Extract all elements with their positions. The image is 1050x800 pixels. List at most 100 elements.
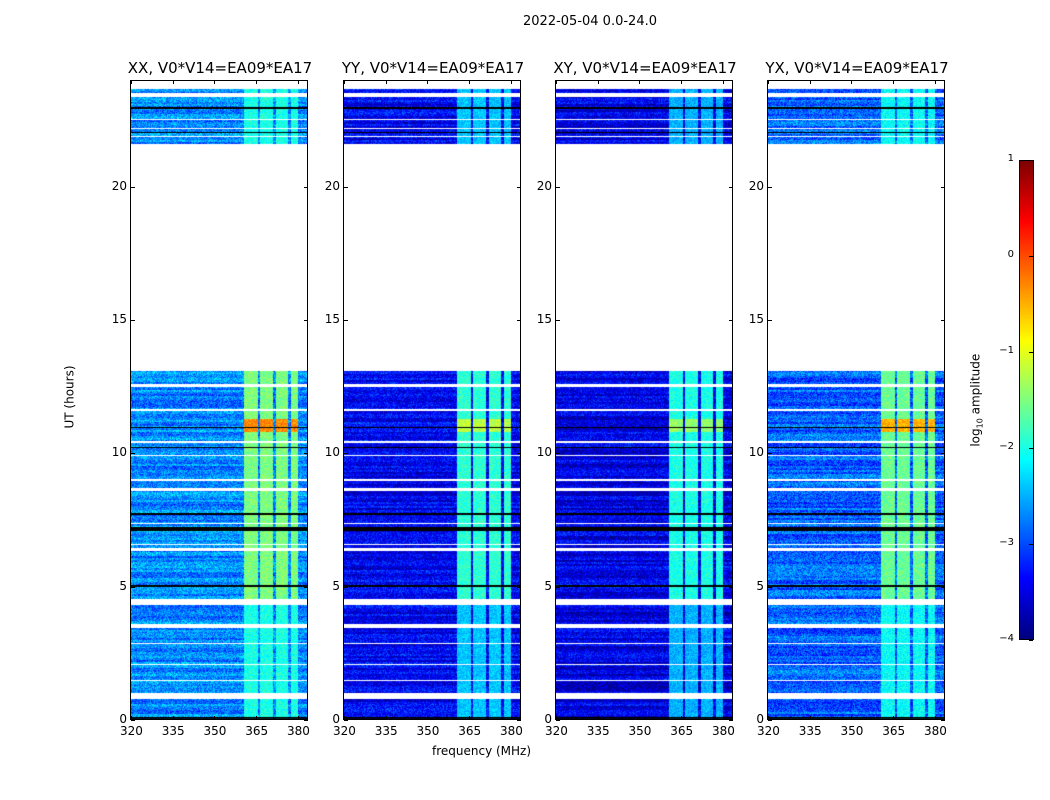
y-tick-mark [304,453,308,455]
heatmap-xy [556,80,733,720]
y-tick-label: 20 [111,178,127,193]
x-tick-label: 320 [120,724,143,738]
colorbar-tick-mark [1029,352,1033,353]
x-tick-label: 335 [374,724,398,738]
x-tick-label: 365 [458,724,482,738]
y-tick-label: 20 [748,178,764,193]
colorbar-tick-mark [1029,448,1033,449]
x-tick-mark [344,80,345,84]
y-tick-label: 15 [748,312,764,326]
x-tick-mark [131,80,132,84]
x-tick-mark [597,716,599,720]
heatmap-xx [131,80,308,720]
y-tick-mark [768,320,772,321]
x-tick-label: 350 [203,724,227,738]
y-tick-label: 10 [111,445,127,460]
x-tick-mark [768,80,769,84]
x-tick-mark [214,716,216,720]
heatmap-yx [768,80,945,720]
x-tick-label: 350 [416,724,440,738]
y-tick-label: 5 [544,578,552,593]
y-tick-mark [344,320,348,321]
y-tick-label: 0 [544,712,552,726]
x-tick-mark [427,716,429,720]
y-tick-label: 10 [748,445,764,460]
x-tick-mark [469,80,471,84]
x-tick-label: 335 [586,724,610,738]
x-tick-mark [385,80,387,84]
figure-title: 2022-05-04 0.0-24.0 [523,14,657,29]
colorbar-tick-mark [1029,256,1033,257]
x-tick-mark [851,80,853,84]
y-tick-mark [304,720,308,721]
y-tick-mark [556,586,560,588]
y-tick-mark [344,720,348,721]
x-tick-label: 320 [333,724,356,738]
colorbar [1019,160,1034,640]
x-tick-mark [639,80,641,84]
y-tick-mark [344,453,348,455]
y-tick-mark [304,186,308,188]
x-tick-label: 380 [499,724,523,738]
y-tick-label: 5 [756,578,764,593]
panel-title-yy: YY, V0*V14=EA09*EA17 [341,59,525,77]
x-tick-mark [934,80,936,84]
y-tick-label: 15 [111,312,127,326]
x-tick-mark [768,716,769,720]
x-tick-label: 380 [286,724,310,738]
y-tick-mark [941,586,945,588]
y-axis-label: UT (hours) [62,365,77,429]
x-axis-label: frequency (MHz) [432,744,532,758]
y-tick-mark [941,186,945,188]
x-tick-mark [131,716,132,720]
colorbar-tick-label: 0 [1007,249,1014,260]
y-tick-label: 10 [324,445,340,460]
x-tick-mark [722,716,724,720]
x-tick-mark [469,716,471,720]
y-tick-mark [768,453,772,455]
x-tick-mark [297,716,299,720]
x-tick-mark [256,716,258,720]
x-tick-mark [893,716,895,720]
y-tick-mark [941,453,945,455]
y-tick-label: 0 [119,712,127,726]
x-tick-label: 365 [670,724,694,738]
y-tick-mark [729,586,733,588]
y-tick-label: 15 [324,312,340,326]
y-tick-mark [729,453,733,455]
panel-title-xy: XY, V0*V14=EA09*EA17 [553,59,737,77]
y-tick-mark [941,320,945,321]
y-tick-mark [941,720,945,721]
y-tick-mark [517,453,521,455]
x-tick-mark [893,80,895,84]
x-tick-mark [214,80,216,84]
y-tick-mark [556,320,560,321]
x-tick-label: 365 [882,724,906,738]
heatmap-yy [344,80,521,720]
colorbar-tick-label: −2 [999,441,1014,452]
x-tick-label: 320 [757,724,780,738]
y-tick-mark [131,320,135,321]
x-tick-mark [556,716,557,720]
y-tick-label: 10 [536,445,552,460]
y-tick-label: 5 [119,578,127,593]
x-tick-mark [344,716,345,720]
x-tick-mark [556,80,557,84]
y-tick-mark [556,720,560,721]
y-tick-mark [729,320,733,321]
x-tick-label: 320 [545,724,568,738]
y-tick-label: 20 [536,178,552,193]
y-tick-mark [344,186,348,188]
x-tick-label: 380 [711,724,735,738]
panel-title-xx: XX, V0*V14=EA09*EA17 [127,59,313,77]
y-tick-label: 5 [332,578,340,593]
y-tick-label: 20 [324,178,340,193]
y-tick-label: 15 [536,312,552,326]
y-tick-mark [517,720,521,721]
y-tick-mark [131,453,135,455]
x-tick-mark [256,80,258,84]
y-tick-mark [131,186,135,188]
colorbar-tick-label: −3 [999,537,1014,548]
y-tick-mark [768,720,772,721]
